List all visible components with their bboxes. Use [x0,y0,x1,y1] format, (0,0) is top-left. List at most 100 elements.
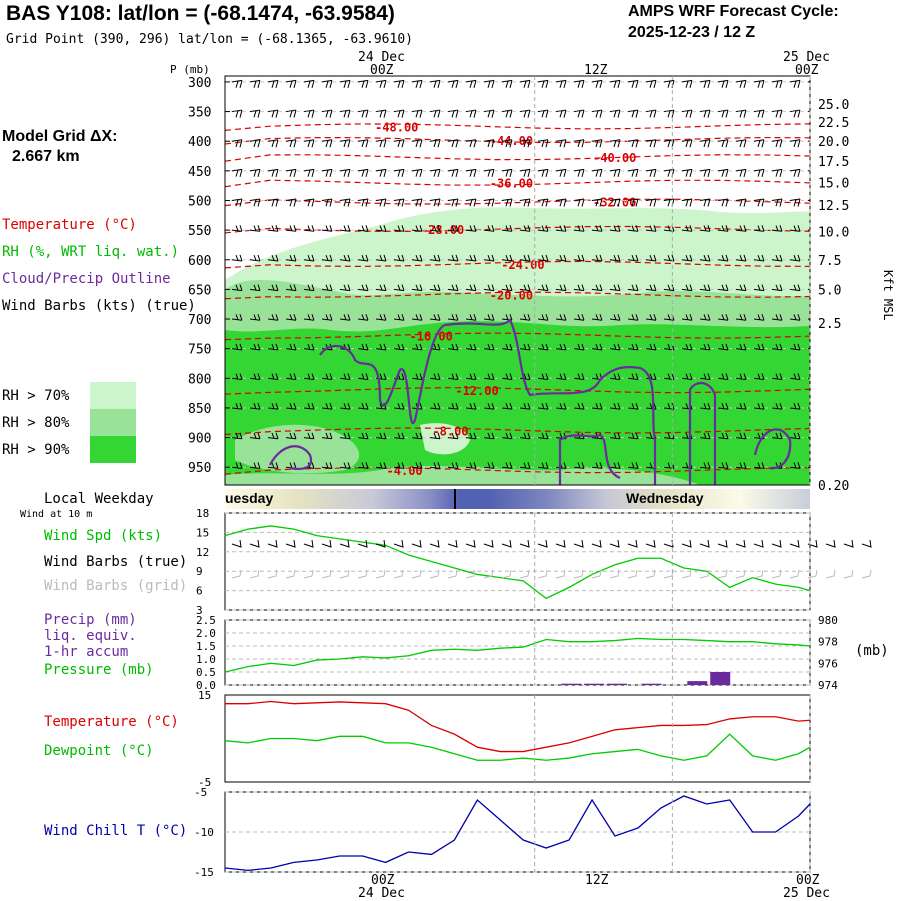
grid-wind-barb [357,569,368,579]
wind-barb [465,432,477,440]
height-tick-0.20: 0.20 [818,479,849,494]
wind-barb [447,462,459,469]
wind-barb [393,314,405,321]
pressure-unit: (mb) [855,643,889,659]
height-tick-5.0: 5.0 [818,283,841,298]
grid-wind-barb [393,569,404,579]
grid-wind-barb [537,569,548,579]
grid-wind-barb [717,569,728,579]
wind-barb [753,343,765,351]
wind-barb [753,462,765,469]
legend-temperature: Temperature (°C) [2,217,137,233]
wind-barb [627,314,639,321]
height-tick-22.5: 22.5 [818,116,849,131]
wind-barb [411,198,423,207]
pressure-tick-400: 400 [188,135,211,150]
wind-barb [321,314,333,321]
wind-barb [267,462,279,469]
wind-barb [321,284,333,292]
isotherm-line [225,427,810,436]
wind-barb [339,373,351,381]
isotherms: -48.00-44.00-40.00-36.00-32.00-28.00-24.… [225,120,810,478]
height-tick-15.0: 15.0 [818,177,849,192]
wind-barb [465,225,477,232]
wind-barb [735,225,747,232]
wind-barb [303,402,315,410]
wind-barb [447,109,459,118]
wind-barb [267,139,279,148]
wind-barb [609,254,621,262]
wind-barb [699,198,711,207]
wind-barb [249,373,261,381]
rh90-region [225,321,810,485]
wind-barb [285,198,297,207]
wind-barb [519,225,531,232]
wind-barb [789,225,801,232]
wind-barb [555,254,567,262]
wind-barb [771,225,783,232]
wind-barb [717,314,729,321]
wind-barb [321,462,333,469]
wind-barb [717,284,729,292]
wind-barb [465,314,477,321]
wind-barb [465,343,477,351]
wind-barb [303,225,315,232]
surface-wind-barb [483,539,494,548]
wind-barb [663,109,675,118]
height-axis-label: Kft MSL [881,270,895,321]
wind-barb [285,314,297,321]
wind-barb [717,168,729,177]
surface-wind-barb [735,539,746,548]
wind-barb [591,168,603,177]
wind-barb [231,402,243,410]
wind-barb [789,139,801,148]
wind-barb [501,284,513,292]
wind-barb [249,198,261,207]
wind-barb [429,314,441,321]
pressure-tick-900: 900 [188,432,211,447]
wind-barb [717,198,729,207]
wind-barb [393,402,405,410]
wind-barb [519,432,531,440]
temperature-panel: -5 15 [198,689,811,789]
wind-barb [789,432,801,440]
wind-barb [429,462,441,469]
wind-barb [537,343,549,351]
wind-barb [447,139,459,148]
bottom-date-1: 24 Dec [358,886,405,901]
wind-barb [465,109,477,118]
wind-barb [231,198,243,207]
rh70-pocket [420,423,470,455]
liq-equiv-label: liq. equiv. [44,628,137,644]
wind-barb [573,254,585,262]
grid-point: Grid Point (390, 296) lat/lon = (-68.136… [6,32,413,47]
surface-wind-barb [789,539,800,548]
wind-barb [681,225,693,232]
wind-barb [231,343,243,351]
wind-barb [609,225,621,232]
wind-barb [267,109,279,118]
wind-barb [393,109,405,118]
wind-barb [537,462,549,469]
wind-barb [627,432,639,440]
wind-panel: 3 6 9 12 15 18 [196,507,872,617]
wind-barb [447,432,459,440]
wind-barb [483,314,495,321]
pressure-tick-700: 700 [188,313,211,328]
wind-barb [591,79,603,89]
isotherm-label: -16.00 [409,330,452,344]
height-tick-10.0: 10.0 [818,225,849,240]
wind-barb [303,373,315,381]
wind-barb [429,432,441,440]
wind-barb [555,284,567,292]
wind-barb [609,198,621,207]
surface-wind-barb [537,539,548,548]
wind-barb [285,432,297,440]
wind-barb [537,79,549,89]
wind-barb [735,79,747,89]
wind-barb [429,373,441,381]
wind-barb [519,254,531,262]
wind-barb [771,432,783,440]
surface-wind-barb [231,539,242,548]
wind-barb [447,198,459,207]
